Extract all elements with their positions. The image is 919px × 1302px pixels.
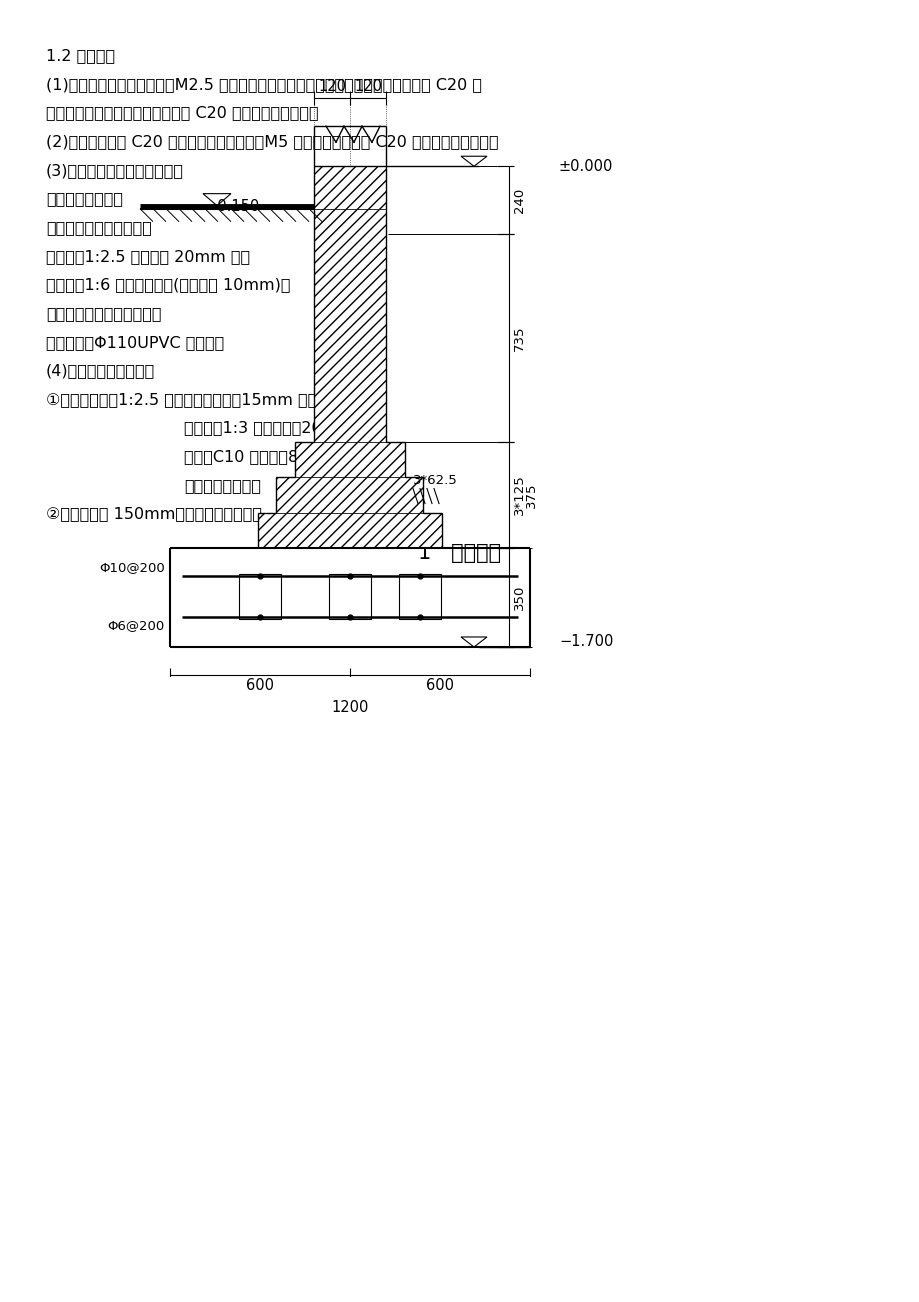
Text: 面层：细砂撒面；: 面层：细砂撒面； [46, 191, 123, 207]
Text: ②踢脚线：高 150mm，同地面面层做法。: ②踢脚线：高 150mm，同地面面层做法。 [46, 506, 262, 522]
Text: 筋混凝土圈梁一道，在外墙四周设 C20 钢筋混凝土构造柱。: 筋混凝土圈梁一道，在外墙四周设 C20 钢筋混凝土构造柱。 [46, 105, 318, 121]
Polygon shape [257, 513, 442, 548]
Text: 找平层：1:2.5 水泥砂浆 20mm 厚；: 找平层：1:2.5 水泥砂浆 20mm 厚； [46, 249, 250, 264]
Text: 375: 375 [525, 482, 538, 508]
Text: Φ6@200: Φ6@200 [108, 620, 165, 633]
Polygon shape [277, 478, 423, 513]
Polygon shape [313, 167, 386, 208]
Text: 1200: 1200 [331, 700, 369, 715]
Polygon shape [313, 208, 386, 441]
Text: 落水管选用Φ110UPVC 塑料管。: 落水管选用Φ110UPVC 塑料管。 [46, 335, 224, 350]
Bar [239, 574, 280, 620]
Text: 找平层：1:3 水泥砂浆，20mm 厚；: 找平层：1:3 水泥砂浆，20mm 厚； [184, 421, 377, 436]
Text: 防水层：三布四涂防水；: 防水层：三布四涂防水； [46, 220, 152, 236]
Text: 3*62.5: 3*62.5 [413, 474, 458, 487]
Text: 600: 600 [425, 678, 453, 693]
Polygon shape [295, 441, 404, 478]
Text: ±0.000: ±0.000 [559, 159, 613, 173]
Text: 基层：素土夯实。: 基层：素土夯实。 [184, 478, 261, 493]
Bar [399, 574, 440, 620]
Text: 1   工程概况: 1 工程概况 [418, 543, 501, 564]
Text: 3*125: 3*125 [513, 475, 526, 516]
Text: Φ10@200: Φ10@200 [99, 561, 165, 574]
Text: (2)基础采用现浇 C20 钢筋混凝土带型基础、M5 水泥砂浆砌砖基础 C20 钢筋混凝土地圈梁。: (2)基础采用现浇 C20 钢筋混凝土带型基础、M5 水泥砂浆砌砖基础 C20 … [46, 134, 498, 150]
Text: 找坡层：1:6 水泥炉渣找坡(最薄处厚 10mm)；: 找坡层：1:6 水泥炉渣找坡(最薄处厚 10mm)； [46, 277, 290, 293]
Text: 120: 120 [318, 79, 346, 94]
Text: 基层：预应力空心屋面板。: 基层：预应力空心屋面板。 [46, 306, 162, 322]
Text: −1.700: −1.700 [559, 634, 613, 650]
Text: (3)屋面做法：柔性防水屋面。: (3)屋面做法：柔性防水屋面。 [46, 163, 184, 178]
Text: ①地面：面层：1:2.5 带嵌条水磨石面，15mm 厚；: ①地面：面层：1:2.5 带嵌条水磨石面，15mm 厚； [46, 392, 317, 408]
Text: (4)室内装修做法如下：: (4)室内装修做法如下： [46, 363, 155, 379]
Text: 1.2 设计说明: 1.2 设计说明 [46, 48, 115, 64]
Text: 120: 120 [354, 79, 381, 94]
Text: 垫层：C10 混凝土，80mm 厚；: 垫层：C10 混凝土，80mm 厚； [184, 449, 364, 465]
Bar [329, 574, 370, 620]
Text: 735: 735 [513, 326, 526, 350]
Text: (1)本工程为单层砖混结构，M2.5 水泥石灰砂浆砌一砖内外墙及女儿墙，在檐口处设 C20 钢: (1)本工程为单层砖混结构，M2.5 水泥石灰砂浆砌一砖内外墙及女儿墙，在檐口处… [46, 77, 482, 92]
Text: 600: 600 [245, 678, 274, 693]
Text: −0.150: −0.150 [206, 199, 260, 214]
Text: 240: 240 [513, 187, 526, 212]
Text: 350: 350 [513, 585, 526, 611]
